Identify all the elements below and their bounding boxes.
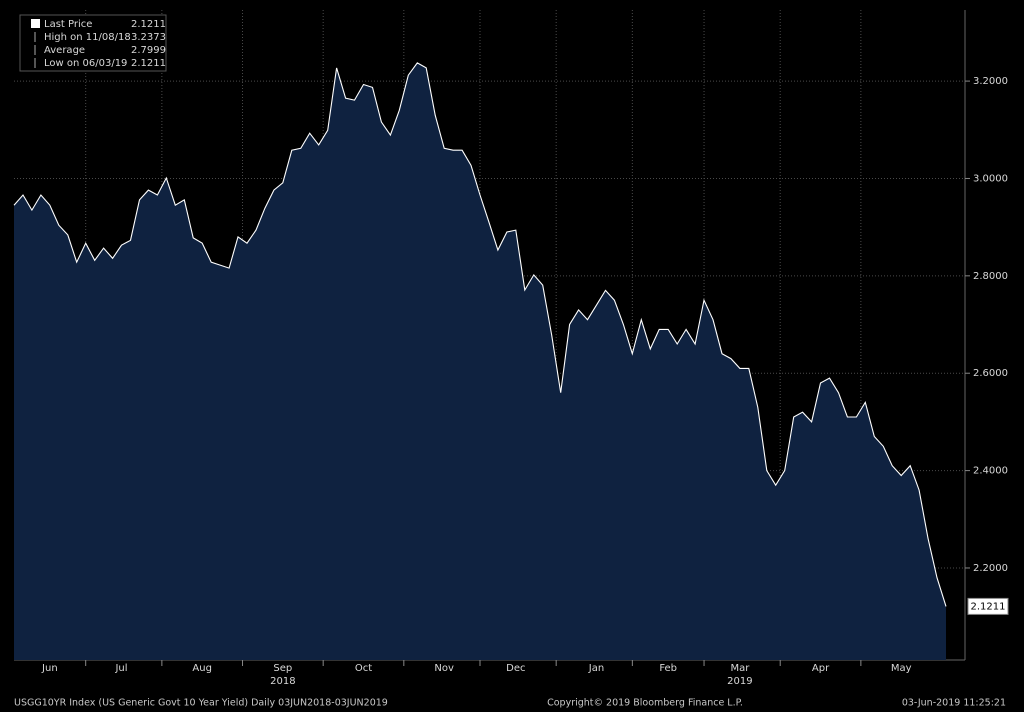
legend-label: Last Price	[44, 19, 92, 30]
x-tick-label: Nov	[434, 663, 454, 674]
x-tick-label: Jun	[41, 663, 58, 674]
y-tick-label: 3.2000	[973, 76, 1008, 87]
legend-label: Low on 06/03/19	[44, 58, 127, 69]
legend-swatch	[31, 19, 40, 28]
legend-value: 2.7999	[131, 45, 166, 56]
x-tick-label: Jan	[588, 663, 604, 674]
x-tick-label: Dec	[506, 663, 525, 674]
legend-value: 3.2373	[131, 32, 166, 43]
x-year-label: 2019	[727, 676, 752, 687]
x-tick-label: Jul	[114, 663, 127, 674]
area	[14, 62, 946, 660]
x-tick-label: Feb	[659, 663, 677, 674]
x-tick-label: Oct	[355, 663, 372, 674]
y-tick-label: 2.4000	[973, 466, 1008, 477]
x-tick-label: May	[891, 663, 912, 674]
y-tick-label: 2.6000	[973, 368, 1008, 379]
footer-center: Copyright© 2019 Bloomberg Finance L.P.	[547, 698, 743, 709]
y-tick-label: 2.8000	[973, 271, 1008, 282]
x-year-label: 2018	[270, 676, 295, 687]
last-price-label: 2.1211	[971, 601, 1006, 612]
legend-box	[19, 14, 167, 72]
legend-label: High on 11/08/18	[44, 32, 131, 43]
last-price-box	[967, 597, 1009, 615]
x-tick-label: Aug	[192, 663, 212, 674]
line	[13, 62, 947, 607]
legend-label: Average	[44, 45, 85, 56]
footer-left: USGG10YR Index (US Generic Govt 10 Year …	[14, 698, 388, 709]
legend-value: 2.1211	[131, 58, 166, 69]
y-tick-label: 3.0000	[973, 173, 1008, 184]
x-tick-label: Mar	[730, 663, 750, 674]
x-tick-label: Sep	[273, 663, 292, 674]
legend-value: 2.1211	[131, 19, 166, 30]
y-tick-label: 2.2000	[973, 563, 1008, 574]
x-tick-label: Apr	[812, 663, 830, 674]
footer-right: 03-Jun-2019 11:25:21	[902, 698, 1006, 709]
